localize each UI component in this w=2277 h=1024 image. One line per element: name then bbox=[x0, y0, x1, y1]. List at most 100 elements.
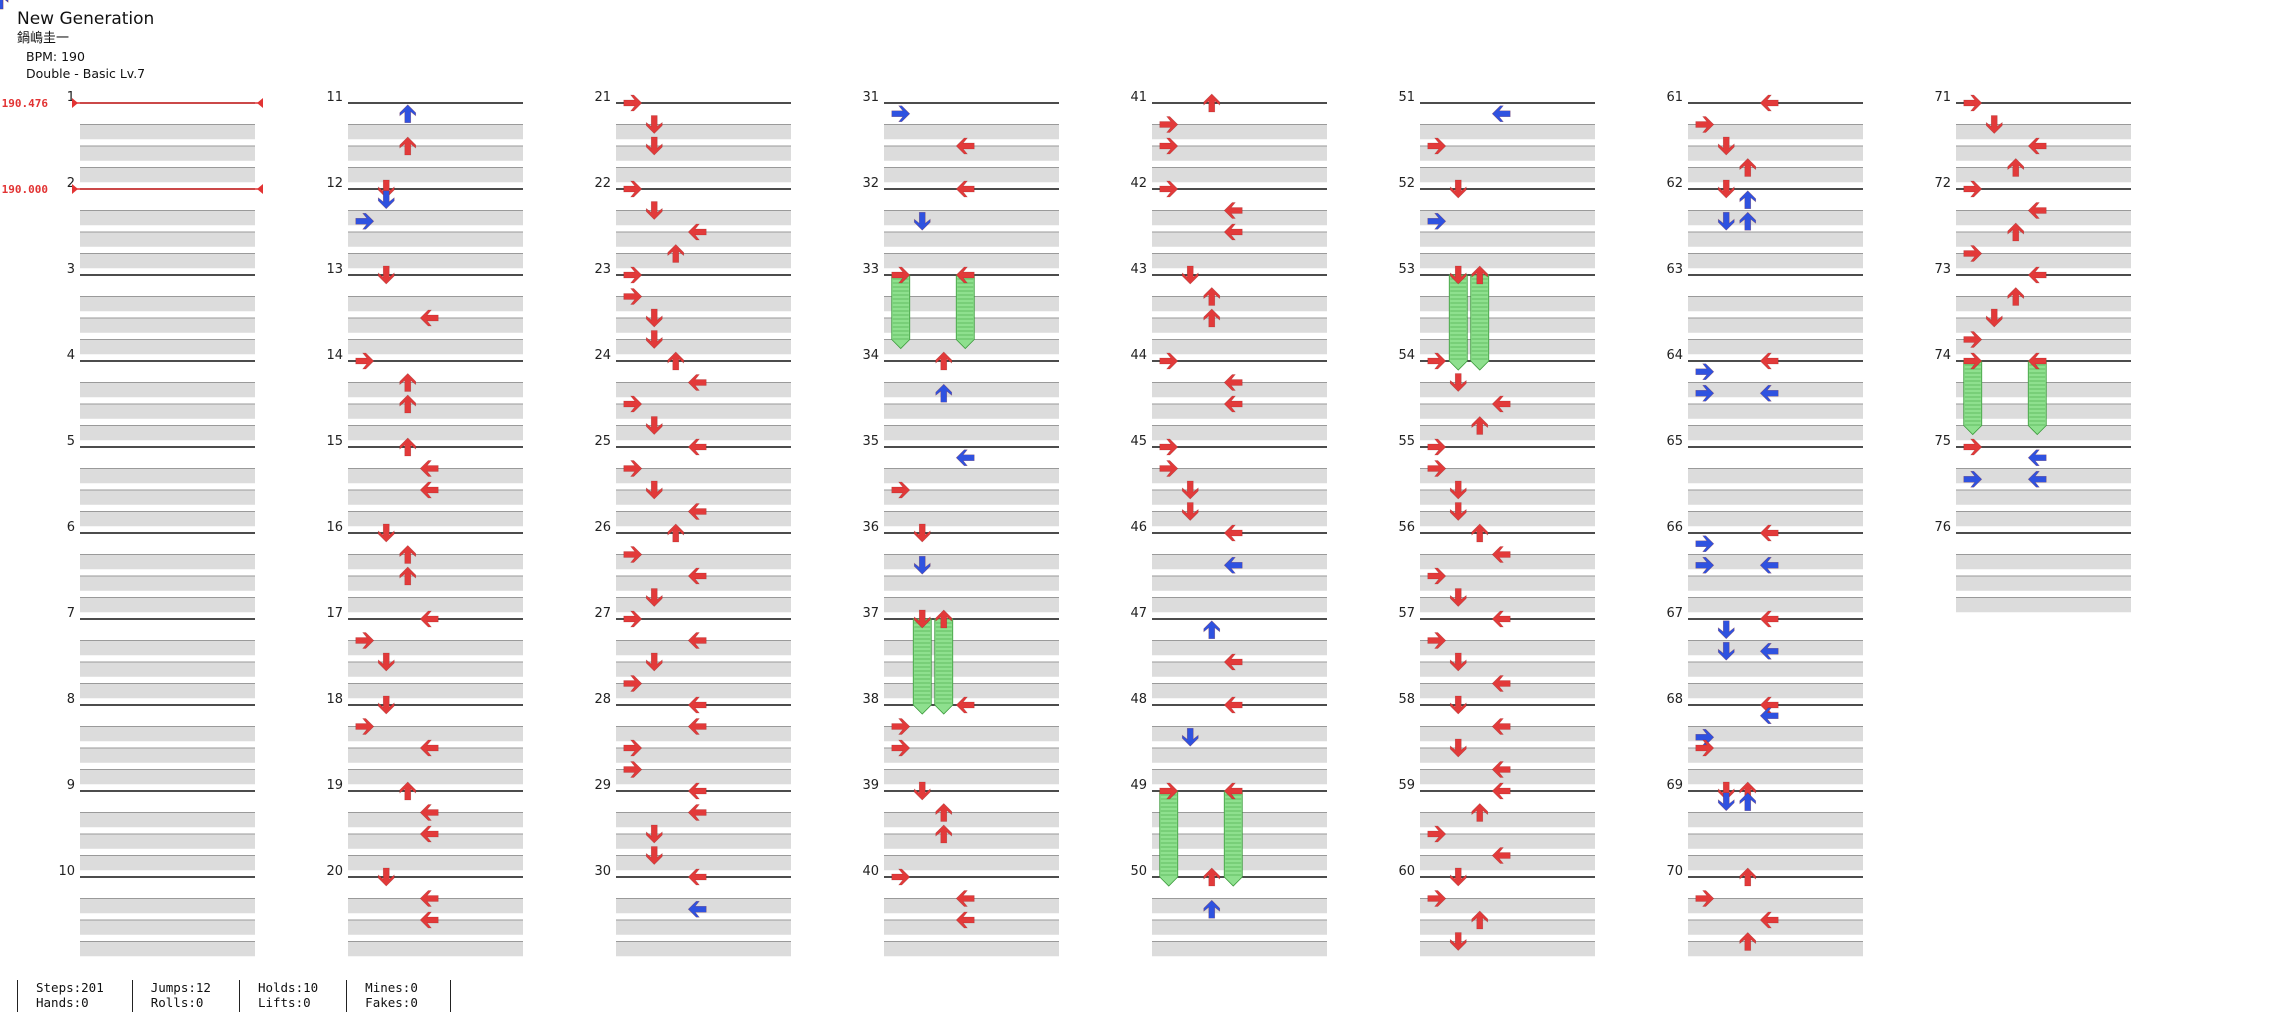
note-arrow bbox=[399, 545, 417, 564]
note-arrow bbox=[1739, 211, 1757, 231]
measure-number: 76 bbox=[1934, 520, 1951, 535]
beat-band bbox=[348, 146, 523, 161]
beat-band bbox=[884, 124, 1059, 140]
beat-band bbox=[1956, 468, 2131, 484]
note-arrow bbox=[891, 105, 911, 123]
note-arrow bbox=[377, 190, 395, 210]
note-arrow bbox=[687, 374, 707, 391]
measure-number: 30 bbox=[594, 864, 611, 879]
hold-body bbox=[1159, 790, 1179, 887]
beat-band bbox=[80, 554, 255, 570]
note-arrow bbox=[935, 609, 953, 629]
beat-band bbox=[1152, 597, 1327, 613]
note-arrow bbox=[1491, 395, 1511, 413]
measure-number: 19 bbox=[326, 778, 343, 793]
measure-number: 74 bbox=[1934, 348, 1951, 363]
beat-band bbox=[1956, 253, 2131, 269]
beat-band bbox=[884, 382, 1059, 398]
measure-number: 26 bbox=[594, 520, 611, 535]
beat-band bbox=[80, 124, 255, 140]
beat-band bbox=[1688, 425, 1863, 441]
measure-number: 36 bbox=[862, 520, 879, 535]
beat-band bbox=[80, 404, 255, 419]
note-arrow bbox=[2027, 202, 2047, 219]
measure-number: 68 bbox=[1666, 692, 1683, 707]
measure-number: 25 bbox=[594, 434, 611, 449]
beat-band bbox=[1688, 253, 1863, 269]
beat-band bbox=[1152, 253, 1327, 269]
note-arrow bbox=[645, 846, 663, 865]
beat-band bbox=[80, 490, 255, 505]
note-arrow bbox=[377, 265, 395, 285]
beat-band bbox=[1956, 296, 2131, 312]
note-arrow bbox=[687, 567, 707, 585]
beat-band bbox=[1152, 576, 1327, 591]
note-arrow bbox=[1739, 932, 1757, 951]
note-arrow bbox=[955, 137, 975, 155]
beat-band bbox=[1956, 167, 2131, 183]
measure-number: 42 bbox=[1130, 176, 1147, 191]
beat-band bbox=[1688, 597, 1863, 613]
beat-band bbox=[1420, 318, 1595, 333]
note-arrow bbox=[623, 266, 643, 284]
measure-number: 56 bbox=[1398, 520, 1415, 535]
beat-band bbox=[1420, 855, 1595, 871]
beat-band bbox=[1420, 769, 1595, 785]
note-arrow bbox=[1471, 416, 1489, 435]
note-arrow bbox=[1223, 653, 1243, 671]
measure-number: 49 bbox=[1130, 778, 1147, 793]
measure-number: 18 bbox=[326, 692, 343, 707]
note-arrow bbox=[687, 718, 707, 735]
measure-number: 12 bbox=[326, 176, 343, 191]
beat-band bbox=[1420, 898, 1595, 914]
note-arrow bbox=[2027, 266, 2047, 284]
bpm-change-label: 190.000 bbox=[2, 183, 48, 196]
note-arrow bbox=[355, 212, 375, 230]
note-arrow bbox=[687, 868, 707, 886]
beat-band bbox=[1420, 490, 1595, 505]
note-arrow bbox=[1449, 867, 1467, 887]
beat-band bbox=[348, 898, 523, 914]
note-arrow bbox=[955, 911, 975, 929]
beat-band bbox=[616, 490, 791, 505]
beat-band bbox=[1420, 834, 1595, 849]
note-arrow bbox=[687, 503, 707, 520]
note-arrow bbox=[623, 739, 643, 757]
beat-band bbox=[1688, 683, 1863, 699]
beat-band bbox=[1420, 468, 1595, 484]
beat-band bbox=[1152, 941, 1327, 957]
note-arrow bbox=[419, 610, 439, 628]
measure-number: 16 bbox=[326, 520, 343, 535]
note-arrow bbox=[1759, 707, 1779, 725]
note-arrow bbox=[1159, 460, 1179, 477]
measure-number: 47 bbox=[1130, 606, 1147, 621]
note-arrow bbox=[355, 632, 375, 649]
note-arrow bbox=[913, 523, 931, 543]
beat-band bbox=[884, 834, 1059, 849]
note-arrow bbox=[1449, 695, 1467, 715]
measure-number: 15 bbox=[326, 434, 343, 449]
beat-band bbox=[1956, 425, 2131, 441]
measure-number: 48 bbox=[1130, 692, 1147, 707]
beat-band bbox=[1420, 339, 1595, 355]
beat-band bbox=[80, 855, 255, 871]
beat-band bbox=[80, 769, 255, 785]
beat-band bbox=[1152, 640, 1327, 656]
beat-band bbox=[1420, 920, 1595, 935]
measure-number: 66 bbox=[1666, 520, 1683, 535]
measure-number: 13 bbox=[326, 262, 343, 277]
stat-fakes: Fakes:0 bbox=[365, 995, 418, 1010]
beat-band bbox=[1956, 490, 2131, 505]
beat-band bbox=[1688, 834, 1863, 849]
note-arrow bbox=[1491, 847, 1511, 864]
beat-band bbox=[348, 662, 523, 677]
beat-band bbox=[80, 683, 255, 699]
note-arrow bbox=[1471, 910, 1489, 930]
beat-band bbox=[884, 404, 1059, 419]
measure-number: 32 bbox=[862, 176, 879, 191]
hold-body bbox=[1963, 360, 1983, 436]
beat-band bbox=[1420, 210, 1595, 226]
beat-band bbox=[616, 124, 791, 140]
beat-band bbox=[1420, 640, 1595, 656]
note-arrow bbox=[935, 824, 953, 844]
